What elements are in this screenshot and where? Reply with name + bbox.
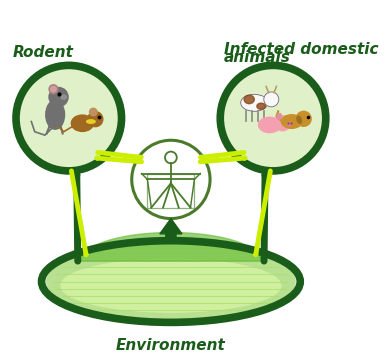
Circle shape xyxy=(224,69,322,167)
FancyArrowPatch shape xyxy=(256,171,270,255)
FancyArrowPatch shape xyxy=(264,174,265,261)
Ellipse shape xyxy=(244,95,254,104)
Ellipse shape xyxy=(277,114,281,119)
Ellipse shape xyxy=(47,244,295,319)
Ellipse shape xyxy=(297,116,301,123)
FancyArrow shape xyxy=(160,218,182,239)
Ellipse shape xyxy=(46,100,65,129)
Circle shape xyxy=(89,108,97,116)
Circle shape xyxy=(275,116,290,131)
Polygon shape xyxy=(81,233,261,261)
Ellipse shape xyxy=(61,259,281,312)
Circle shape xyxy=(51,87,56,92)
Circle shape xyxy=(264,92,279,107)
Circle shape xyxy=(49,87,68,107)
FancyArrowPatch shape xyxy=(77,174,78,261)
Ellipse shape xyxy=(282,115,302,128)
Circle shape xyxy=(49,85,58,94)
Circle shape xyxy=(296,111,311,126)
Ellipse shape xyxy=(257,103,265,109)
Text: Rodent: Rodent xyxy=(12,45,74,60)
FancyArrowPatch shape xyxy=(97,158,142,162)
Text: Environment: Environment xyxy=(116,338,226,353)
Circle shape xyxy=(20,69,118,167)
FancyArrowPatch shape xyxy=(201,153,244,158)
Ellipse shape xyxy=(71,115,93,131)
Ellipse shape xyxy=(87,120,95,123)
FancyArrowPatch shape xyxy=(72,171,86,255)
Ellipse shape xyxy=(259,117,281,132)
FancyArrowPatch shape xyxy=(200,158,245,162)
FancyArrowPatch shape xyxy=(98,153,141,158)
Text: Infected domestic: Infected domestic xyxy=(224,42,378,57)
Ellipse shape xyxy=(241,94,268,111)
Text: animals: animals xyxy=(224,50,291,65)
Circle shape xyxy=(88,112,103,127)
Ellipse shape xyxy=(287,123,291,126)
Ellipse shape xyxy=(61,95,67,99)
